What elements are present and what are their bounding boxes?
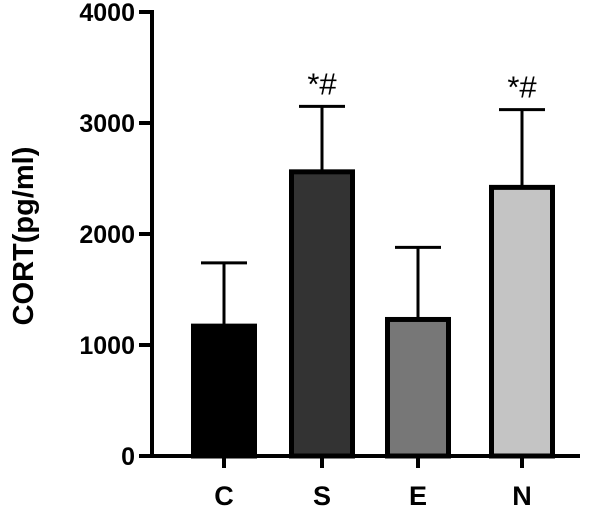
- bar-N: [489, 184, 555, 459]
- y-tick-label-3000: 3000: [79, 110, 135, 138]
- y-tick-label-4000: 4000: [79, 0, 135, 27]
- annotation-N: *#: [507, 70, 537, 105]
- bar-S: [289, 169, 355, 459]
- bar-E: [385, 316, 451, 459]
- bar-C: [191, 323, 257, 459]
- annotation-S: *#: [307, 66, 337, 101]
- x-tick-label-E: E: [409, 481, 427, 511]
- x-tick-label-S: S: [313, 481, 331, 511]
- y-tick-label-0: 0: [121, 443, 135, 471]
- y-tick-label-1000: 1000: [79, 332, 135, 360]
- y-tick-label-2000: 2000: [79, 221, 135, 249]
- y-axis-title: CORT(pg/ml): [8, 147, 40, 326]
- x-tick-label-N: N: [512, 481, 532, 511]
- x-tick-label-C: C: [214, 481, 234, 511]
